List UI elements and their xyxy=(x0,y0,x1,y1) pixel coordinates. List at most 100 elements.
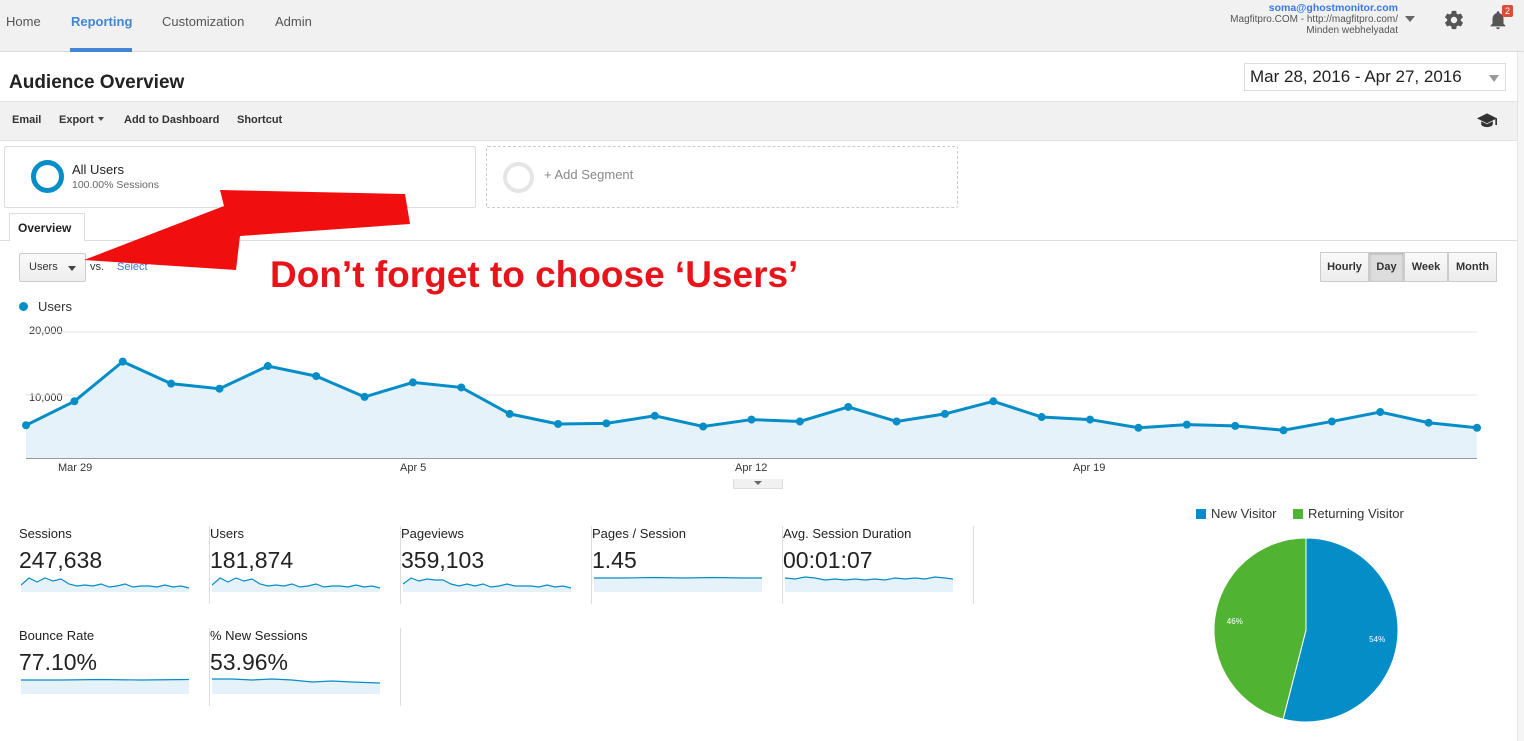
data-point xyxy=(940,409,949,418)
account-selector[interactable]: soma@ghostmonitor.com Magfitpro.COM - ht… xyxy=(1230,3,1398,37)
granularity-month-button[interactable]: Month xyxy=(1448,252,1497,282)
email-button[interactable]: Email xyxy=(12,114,42,126)
chevron-down-icon xyxy=(1489,75,1499,82)
add-segment-label: + Add Segment xyxy=(544,167,634,182)
metric-new-sessions[interactable]: % New Sessions 53.96% xyxy=(210,628,401,706)
chevron-down-icon xyxy=(68,266,76,271)
metric-divider xyxy=(973,526,974,604)
data-point xyxy=(1424,418,1433,427)
nav-tab-reporting[interactable]: Reporting xyxy=(71,14,133,29)
pie-slice-label: 46% xyxy=(1227,617,1243,626)
metric-pageviews[interactable]: Pageviews 359,103 xyxy=(401,526,592,604)
data-point xyxy=(795,417,804,426)
add-to-dashboard-button[interactable]: Add to Dashboard xyxy=(124,114,220,126)
pie-legend-label: New Visitor xyxy=(1211,506,1277,521)
data-point xyxy=(505,409,514,418)
pie-slice[interactable] xyxy=(1282,537,1399,723)
segment-name: All Users xyxy=(72,162,125,177)
pie-slice[interactable] xyxy=(1213,537,1307,720)
shortcut-button[interactable]: Shortcut xyxy=(237,114,283,126)
nav-tab-customization[interactable]: Customization xyxy=(162,14,245,29)
export-label: Export xyxy=(59,114,94,126)
metric-avg-session-duration[interactable]: Avg. Session Duration 00:01:07 xyxy=(783,526,974,604)
graduation-cap-icon[interactable] xyxy=(1477,112,1497,128)
metric-label: % New Sessions xyxy=(210,628,308,643)
data-point xyxy=(1182,420,1191,429)
data-point xyxy=(263,362,272,371)
segment-sessions: 100.00% Sessions xyxy=(72,179,159,191)
metric-dropdown[interactable]: Users xyxy=(19,253,86,282)
pie-slice-label: 54% xyxy=(1369,635,1385,644)
metric-value: 53.96% xyxy=(210,649,289,675)
pie-legend-label: Returning Visitor xyxy=(1308,506,1404,521)
data-point xyxy=(22,421,30,430)
tab-overview[interactable]: Overview xyxy=(9,213,85,241)
empty-segment-icon xyxy=(503,162,534,193)
data-point xyxy=(1376,408,1385,417)
red-arrow-annotation xyxy=(84,190,410,270)
granularity-hourly-button[interactable]: Hourly xyxy=(1320,252,1369,282)
data-point xyxy=(892,417,901,426)
sparkline xyxy=(403,577,571,592)
metric-dropdown-value: Users xyxy=(29,261,58,273)
metric-label: Avg. Session Duration xyxy=(783,526,912,541)
metric-value: 359,103 xyxy=(401,547,485,573)
data-point xyxy=(554,419,563,428)
chart-collapse-handle[interactable] xyxy=(733,479,783,489)
metric-value: 1.45 xyxy=(592,547,637,573)
data-point xyxy=(457,383,466,392)
series-area xyxy=(26,361,1477,458)
metric-divider xyxy=(591,526,592,604)
granularity-week-button[interactable]: Week xyxy=(1404,252,1448,282)
granularity-day-button[interactable]: Day xyxy=(1369,252,1404,282)
sparkline xyxy=(21,678,189,694)
date-range-picker[interactable]: Mar 28, 2016 - Apr 27, 2016 xyxy=(1244,63,1506,91)
bell-icon[interactable] xyxy=(1487,9,1509,31)
metric-label: Users xyxy=(210,526,244,541)
metric-sessions[interactable]: Sessions 247,638 xyxy=(19,526,210,604)
data-point xyxy=(118,357,127,366)
compare-metric-select[interactable]: Select xyxy=(117,261,148,273)
metric-label: Pages / Session xyxy=(592,526,686,541)
chevron-down-icon[interactable] xyxy=(1405,16,1415,22)
data-point xyxy=(650,411,659,420)
metric-pages-per-session[interactable]: Pages / Session 1.45 xyxy=(592,526,783,604)
metric-divider xyxy=(400,628,401,706)
gear-icon[interactable] xyxy=(1443,9,1465,31)
segment-ring-icon xyxy=(31,160,64,193)
sparkline xyxy=(594,576,762,592)
data-point xyxy=(699,422,708,431)
metric-value: 77.10% xyxy=(19,649,98,675)
data-point xyxy=(1134,423,1143,432)
add-segment-button[interactable]: + Add Segment xyxy=(486,146,958,208)
data-point xyxy=(1279,426,1288,435)
sparkline xyxy=(785,576,953,592)
legend-swatch xyxy=(1293,509,1303,519)
data-point xyxy=(1327,417,1336,426)
metric-value: 181,874 xyxy=(210,547,294,573)
annotation-text: Don’t forget to choose ‘Users’ xyxy=(270,254,799,295)
metric-users[interactable]: Users 181,874 xyxy=(210,526,401,604)
export-button[interactable]: Export xyxy=(59,114,104,126)
account-view: Minden webhelyadat xyxy=(1306,25,1398,36)
x-tick-label: Mar 29 xyxy=(58,462,93,474)
data-point xyxy=(1037,413,1046,422)
data-point xyxy=(1473,423,1481,432)
legend-swatch xyxy=(1196,509,1206,519)
x-tick-label: Apr 19 xyxy=(1073,462,1106,474)
data-point xyxy=(989,397,998,406)
nav-tab-home[interactable]: Home xyxy=(6,14,41,29)
scrollbar[interactable] xyxy=(1517,52,1524,741)
data-point xyxy=(844,402,853,411)
date-range-text: Mar 28, 2016 - Apr 27, 2016 xyxy=(1250,67,1462,86)
users-line-chart[interactable] xyxy=(0,320,1524,490)
nav-tab-admin[interactable]: Admin xyxy=(275,14,312,29)
metric-bounce-rate[interactable]: Bounce Rate 77.10% xyxy=(19,628,210,706)
metric-label: Bounce Rate xyxy=(19,628,95,643)
vs-label: vs. xyxy=(90,261,105,273)
y-tick-label: 20,000 xyxy=(29,325,63,337)
metric-label: Sessions xyxy=(19,526,72,541)
visitor-pie-chart[interactable]: 54% 46% xyxy=(1200,530,1420,730)
data-point xyxy=(1231,421,1240,430)
data-point xyxy=(167,379,176,388)
